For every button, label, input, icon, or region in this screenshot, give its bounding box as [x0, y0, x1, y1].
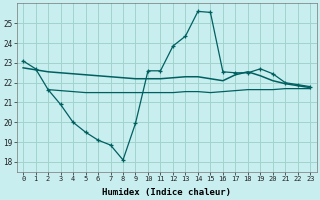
X-axis label: Humidex (Indice chaleur): Humidex (Indice chaleur) — [102, 188, 231, 197]
